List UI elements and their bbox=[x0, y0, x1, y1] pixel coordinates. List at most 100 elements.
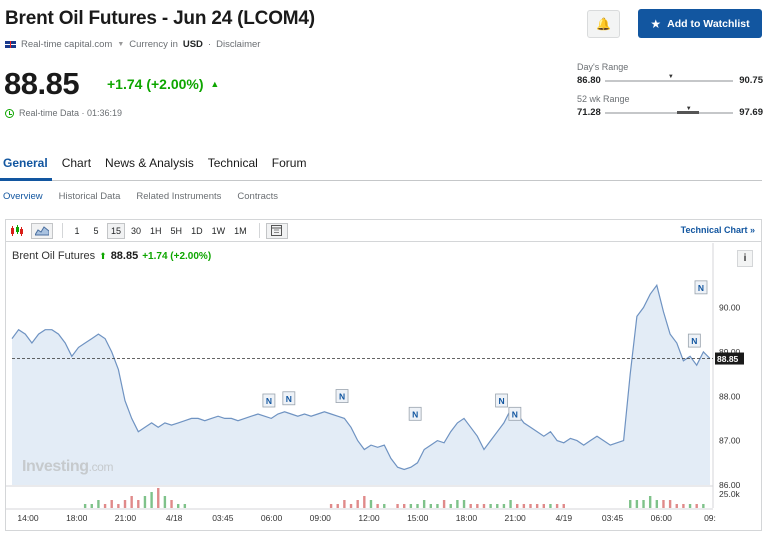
toolbar-divider bbox=[62, 223, 63, 238]
timeframe-1[interactable]: 1 bbox=[74, 225, 80, 236]
volume-bar bbox=[522, 504, 526, 508]
chart-legend: Brent Oil Futures ⬆ 88.85 +1.74 (+2.00%) bbox=[12, 250, 211, 262]
news-marker bbox=[687, 333, 701, 348]
subtab-overview[interactable]: Overview bbox=[3, 191, 43, 202]
bell-plus-icon: 🔔 bbox=[596, 17, 611, 31]
volume-bar bbox=[137, 500, 140, 508]
main-tabs: General Chart News & Analysis Technical … bbox=[0, 150, 762, 181]
separator-dot: · bbox=[207, 39, 212, 50]
volume-bar bbox=[130, 496, 133, 508]
volume-bar bbox=[349, 504, 353, 508]
subtab-contracts[interactable]: Contracts bbox=[237, 191, 279, 202]
page-title: Brent Oil Futures - Jun 24 (LCOM4) bbox=[5, 8, 315, 29]
legend-name: Brent Oil Futures bbox=[12, 250, 96, 262]
volume-bar bbox=[90, 504, 93, 508]
y-tick-label: 86.00 bbox=[719, 480, 741, 490]
news-marker bbox=[408, 406, 422, 421]
volume-bar bbox=[97, 500, 100, 508]
news-marker-label: N bbox=[339, 392, 345, 402]
volume-bar bbox=[688, 504, 692, 508]
days-range-track: ▼ bbox=[605, 74, 734, 82]
add-to-watchlist-button[interactable]: ★ Add to Watchlist bbox=[638, 9, 762, 38]
volume-bar bbox=[383, 504, 386, 508]
up-arrow-icon: ⬆ bbox=[99, 250, 107, 261]
news-marker bbox=[694, 280, 708, 295]
x-tick-label: 09:00 bbox=[310, 513, 332, 523]
timeframe-1h[interactable]: 1H bbox=[150, 225, 162, 236]
x-tick-label: 4/18 bbox=[166, 513, 183, 523]
x-tick-label: 06:00 bbox=[651, 513, 673, 523]
volume-bar bbox=[482, 504, 486, 508]
x-tick-label: 4/19 bbox=[556, 513, 573, 523]
timeframe-5[interactable]: 5 bbox=[93, 225, 99, 236]
volume-bar bbox=[429, 504, 432, 508]
volume-tick-label: 25.0k bbox=[719, 489, 741, 499]
realtime-status: Real-time Data · 01:36:19 bbox=[5, 108, 122, 118]
area-chart-icon[interactable] bbox=[31, 222, 53, 239]
watchlist-label: Add to Watchlist bbox=[667, 17, 750, 30]
volume-bar bbox=[183, 504, 187, 508]
volume-bar bbox=[170, 500, 173, 508]
days-range-label: Day's Range bbox=[577, 62, 629, 72]
chart-canvas[interactable]: 90.00 89.00 88.00 87.00 86.00 88.85 25.0k 14:00… bbox=[6, 220, 761, 530]
data-source[interactable]: Real-time capital.com bbox=[21, 39, 113, 50]
y-tick-label: 90.00 bbox=[719, 303, 741, 313]
volume-bar bbox=[157, 488, 160, 508]
star-icon: ★ bbox=[650, 16, 662, 31]
candlestick-icon[interactable] bbox=[6, 223, 28, 239]
days-range: Day's Range 86.80 ▼ 90.75 bbox=[577, 62, 763, 86]
volume-bar bbox=[682, 504, 685, 508]
tab-technical[interactable]: Technical bbox=[207, 156, 258, 170]
timeframe-1d[interactable]: 1D bbox=[191, 225, 203, 236]
timeframe-15[interactable]: 15 bbox=[107, 222, 126, 239]
tab-news-analysis[interactable]: News & Analysis bbox=[105, 156, 194, 170]
timeframe-1m[interactable]: 1M bbox=[234, 225, 247, 236]
chevron-down-icon[interactable]: ▼ bbox=[117, 41, 125, 48]
legend-price: 88.85 bbox=[110, 250, 139, 262]
volume-bar bbox=[436, 504, 439, 508]
volume-bar bbox=[442, 500, 446, 508]
volume-bar bbox=[336, 504, 339, 508]
volume-bar bbox=[462, 500, 466, 508]
week52-range: 52 wk Range 71.28 ▼ 97.69 bbox=[577, 94, 763, 118]
news-marker-label: N bbox=[698, 283, 704, 293]
volume-bar bbox=[535, 504, 539, 508]
tab-forum[interactable]: Forum bbox=[271, 156, 307, 170]
price-alert-button[interactable]: 🔔 bbox=[587, 10, 620, 38]
timeframe-30[interactable]: 30 bbox=[131, 225, 142, 236]
subtab-related-instruments[interactable]: Related Instruments bbox=[136, 191, 222, 202]
volume-bar bbox=[422, 500, 426, 508]
volume-bar bbox=[662, 500, 665, 508]
realtime-text: Real-time Data · 01:36:19 bbox=[19, 108, 123, 118]
volume-bar bbox=[117, 504, 120, 508]
week52-range-fill bbox=[676, 110, 699, 114]
tab-chart[interactable]: Chart bbox=[61, 156, 92, 170]
volume-bar bbox=[668, 500, 672, 508]
volume-bar bbox=[675, 504, 678, 508]
news-marker bbox=[282, 391, 296, 406]
legend-change: +1.74 (+2.00%) bbox=[142, 250, 212, 262]
technical-chart-link[interactable]: Technical Chart » bbox=[680, 225, 755, 235]
news-marker bbox=[335, 389, 349, 403]
volume-bar bbox=[150, 492, 153, 508]
tab-general[interactable]: General bbox=[0, 150, 52, 181]
timeframe-1w[interactable]: 1W bbox=[211, 225, 226, 236]
change-percent: (+2.00%) bbox=[146, 76, 204, 92]
subtab-historical-data[interactable]: Historical Data bbox=[58, 191, 121, 202]
week52-range-label: 52 wk Range bbox=[577, 94, 630, 104]
volume-bar bbox=[635, 500, 639, 508]
volume-bar bbox=[143, 496, 147, 508]
last-price-label: 88.85 bbox=[717, 354, 739, 364]
chart-toolbar: 1 5 15 30 1H 5H 1D 1W 1M Technical Chart… bbox=[6, 220, 761, 242]
week52-range-high: 97.69 bbox=[739, 107, 763, 118]
currency-label: Currency in bbox=[129, 39, 178, 50]
disclaimer-link[interactable]: Disclaimer bbox=[216, 39, 261, 50]
x-tick-label: 03:45 bbox=[212, 513, 234, 523]
calendar-icon[interactable] bbox=[265, 222, 288, 239]
chart-info-button[interactable]: i bbox=[737, 250, 753, 267]
news-marker bbox=[495, 393, 508, 408]
timeframe-5h[interactable]: 5H bbox=[170, 225, 183, 236]
volume-bar bbox=[343, 500, 346, 508]
volume-bar bbox=[176, 504, 180, 508]
clock-icon bbox=[5, 108, 14, 118]
